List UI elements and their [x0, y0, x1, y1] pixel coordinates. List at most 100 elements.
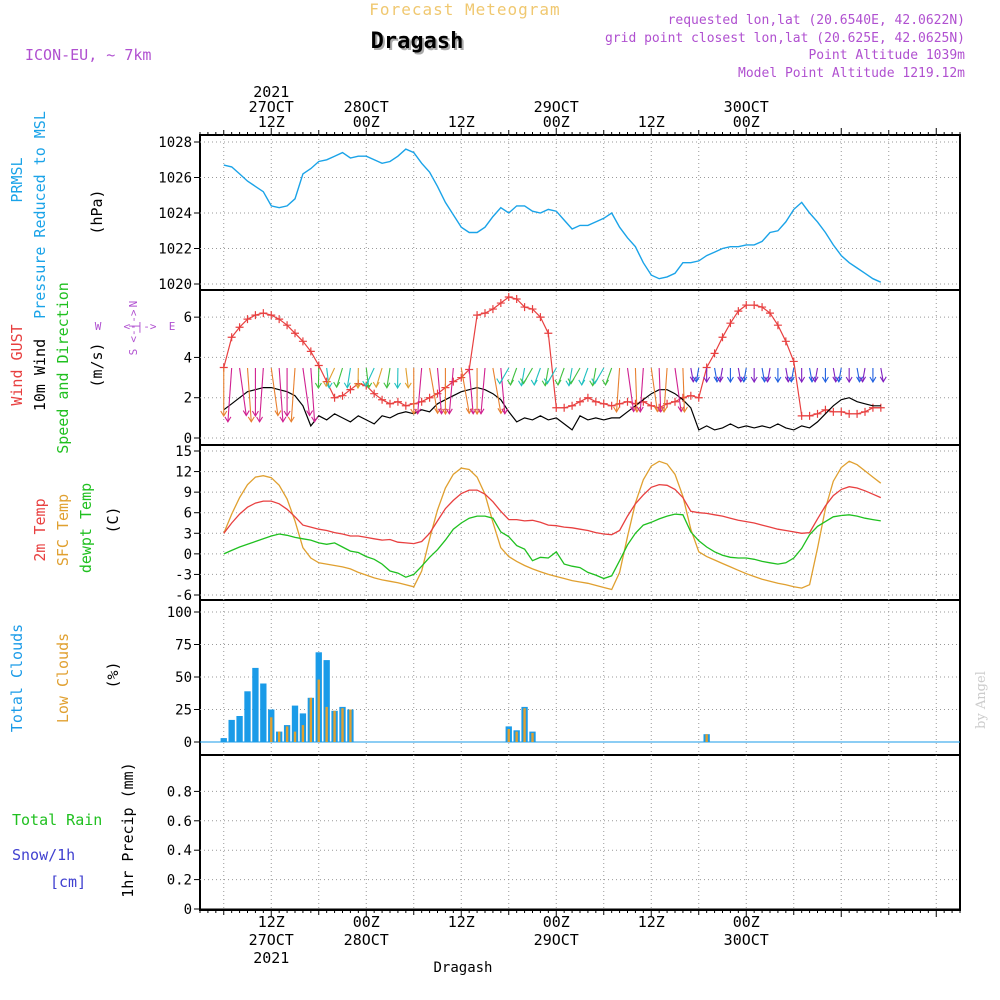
compass-south: S [127, 349, 140, 356]
low-cloud-bar [325, 706, 328, 742]
top-axis-label: 12Z [638, 113, 665, 131]
y-tick-label: 4 [184, 350, 192, 366]
gust-point [425, 393, 434, 402]
wind-direction-arrow [695, 367, 700, 382]
wind-direction-arrow-head [845, 376, 853, 384]
gust-point [338, 391, 347, 400]
y-tick-label: 6 [184, 506, 192, 522]
wind-direction-arrow-head [636, 406, 644, 413]
gust-point [449, 377, 458, 386]
wind-direction-arrow-head [740, 376, 748, 383]
bottom-axis-label: 12Z [448, 913, 475, 931]
wind-speed-direction-label: Speed and Direction [54, 282, 72, 454]
low-cloud-bar [317, 679, 320, 742]
wind-direction-arrow-head [501, 408, 509, 415]
gust-point [259, 309, 268, 318]
gust-point [481, 309, 489, 318]
wind-direction-arrow [568, 367, 573, 386]
wind-direction-arrow-head [726, 376, 734, 384]
wind-direction-arrow-head [383, 382, 391, 389]
wind-direction-arrow-head [578, 379, 586, 386]
wind-direction-arrow [809, 367, 813, 382]
top-axis-label: 00Z [353, 113, 380, 131]
wind-direction-arrow [290, 367, 296, 422]
gust-point [243, 315, 252, 324]
wind-direction-arrow-head [224, 416, 232, 423]
total-cloud-bar [252, 667, 259, 742]
low-cloud-bar [341, 708, 344, 742]
y-tick-label: 50 [175, 670, 192, 686]
wind-direction-arrow-head [602, 379, 609, 386]
wind-direction-arrow [626, 367, 635, 412]
gust-point [401, 401, 410, 410]
gust-point [544, 329, 553, 338]
low-cloud-bar [523, 708, 526, 742]
wind-direction-arrow-head [761, 376, 768, 383]
wind-direction-arrow-head [660, 406, 668, 413]
low-clouds-label: Low Clouds [54, 633, 72, 723]
wind-direction-arrow [520, 367, 526, 386]
wind-direction-arrow [790, 367, 795, 382]
precip-axis-label: 1hr Precip (mm) [119, 762, 137, 897]
y-tick-label: 0.4 [167, 843, 192, 859]
wind-direction-arrow-head [630, 406, 638, 413]
gust-point [599, 399, 608, 408]
y-tick-label: 1026 [158, 171, 192, 187]
wind-direction-arrow-head [414, 408, 422, 415]
wind-direction-arrow [460, 367, 470, 414]
wind-direction-arrow [615, 367, 621, 412]
gust-point [488, 305, 497, 314]
compass-west: W [95, 320, 102, 333]
wind-direction-arrow [246, 367, 252, 422]
gust-point [821, 405, 830, 414]
wind-direction-arrow-head [242, 410, 250, 417]
gust-point [457, 373, 466, 382]
temp-2m-label: 2m Temp [31, 498, 49, 561]
gust-point [306, 347, 315, 356]
wind-gust-label: Wind GUST [8, 324, 26, 405]
gust-point [291, 329, 299, 338]
y-tick-label: 0 [184, 902, 192, 918]
total-cloud-bar [236, 716, 243, 742]
wind-direction-arrow-head [703, 376, 711, 384]
y-tick-label: 12 [175, 465, 192, 481]
low-cloud-bar [531, 732, 534, 742]
compass-arrow: <-|-> [123, 320, 156, 333]
total-cloud-bar [244, 691, 251, 742]
y-tick-label: 1024 [158, 206, 192, 222]
low-cloud-bar [277, 731, 281, 742]
wind-direction-arrow [492, 367, 502, 414]
wind-direction-arrow-head [680, 406, 688, 414]
temp-dewpt-label: dewpt Temp [77, 483, 95, 573]
gust-point [623, 397, 632, 406]
panel-frame-precip [199, 754, 961, 911]
wind-direction-arrow [690, 367, 694, 382]
wind-direction-arrow [737, 367, 742, 382]
y-tick-label: -3 [175, 567, 192, 583]
gust-point [275, 315, 284, 324]
wind-direction-arrow-head [306, 410, 314, 417]
wind-direction-arrow-head [653, 406, 661, 413]
wind-direction-arrow-head [220, 410, 228, 418]
wind-direction-arrow [436, 367, 443, 414]
y-tick-label: 2 [184, 391, 192, 407]
gust-point [829, 407, 838, 416]
bottom-axis-label: 29OCT [534, 931, 579, 949]
y-tick-label: 1028 [158, 135, 192, 151]
point-altitude: Point Altitude 1039m [808, 48, 965, 63]
wind-direction-arrow-head [520, 378, 527, 385]
wind-direction-arrow-head [507, 379, 514, 386]
total-cloud-bar [228, 719, 235, 742]
gust-point [496, 299, 505, 308]
wind-direction-arrow-head [591, 378, 599, 385]
wind-direction-arrow-head [333, 381, 341, 389]
gust-point [607, 401, 616, 410]
wind-direction-arrow [634, 367, 638, 412]
wind-direction-arrow-head [613, 406, 620, 413]
y-tick-label: 0 [184, 547, 192, 563]
wind-direction-arrow [581, 367, 589, 386]
wind-direction-arrow-head [764, 376, 772, 383]
wind-direction-arrow-head [713, 376, 721, 383]
y-tick-label: 25 [175, 703, 192, 719]
